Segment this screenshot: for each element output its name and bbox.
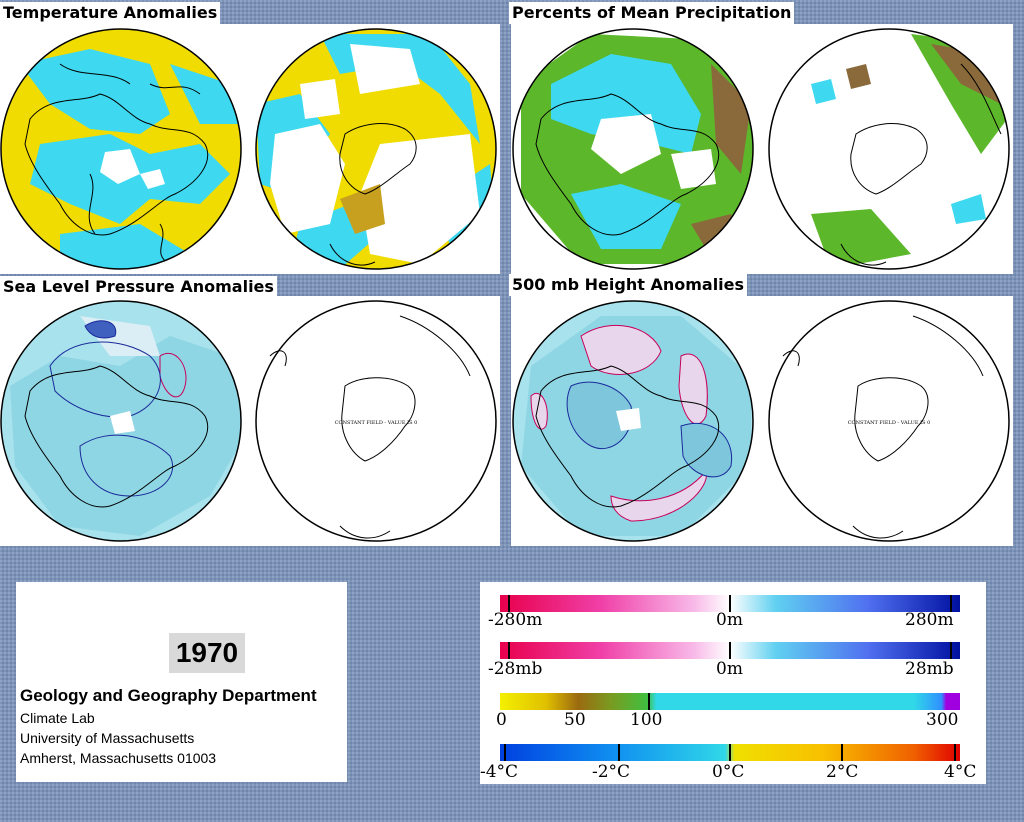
address-line-2: University of Massachusetts xyxy=(20,730,195,746)
slp-constant-field-note: CONSTANT FIELD - VALUE IS 0 xyxy=(335,420,418,426)
pressure-tick-mid xyxy=(729,642,731,659)
temp-south-map xyxy=(256,29,496,269)
precipitation-panel xyxy=(511,24,1013,274)
temp-legend-zero: 0°C xyxy=(712,762,745,782)
slp-title: Sea Level Pressure Anomalies xyxy=(0,276,277,298)
height-north-map xyxy=(513,301,753,541)
temp-tick-minus2 xyxy=(618,744,620,761)
temp-tick-minus4 xyxy=(504,744,506,761)
precip-north-map xyxy=(513,29,753,269)
temperature-panel xyxy=(0,24,500,274)
temp-legend-plus2: 2°C xyxy=(826,762,859,782)
precip-legend-300: 300 xyxy=(926,710,959,730)
info-box: 1970 Geology and Geography Department Cl… xyxy=(16,582,347,782)
pressure-tick-min xyxy=(508,642,510,659)
precip-south-map xyxy=(769,29,1009,269)
height-maps: CONSTANT FIELD - VALUE IS 0 xyxy=(512,300,1010,542)
pressure-legend-mid: 0m xyxy=(716,659,743,679)
year-badge: 1970 xyxy=(169,633,245,673)
precip-legend-0: 0 xyxy=(496,710,507,730)
temp-north-map xyxy=(1,29,241,269)
pressure-legend-bar xyxy=(500,642,960,659)
precip-legend-50: 50 xyxy=(564,710,586,730)
pressure-legend-min: -28mb xyxy=(488,659,543,679)
height-legend-min: -280m xyxy=(488,610,543,630)
temp-tick-plus2 xyxy=(841,744,843,761)
temperature-title: Temperature Anomalies xyxy=(0,2,221,24)
height-legend-bar xyxy=(500,595,960,612)
temp-tick-plus4 xyxy=(954,744,956,761)
height-constant-field-note: CONSTANT FIELD - VALUE IS 0 xyxy=(848,420,931,426)
temperature-maps xyxy=(0,28,497,270)
temp-legend-plus4: 4°C xyxy=(944,762,977,782)
height-tick-mid xyxy=(729,595,731,612)
address-line-3: Amherst, Massachusetts 01003 xyxy=(20,750,217,766)
height-tick-min xyxy=(508,595,510,612)
address-line-1: Climate Lab xyxy=(20,710,95,726)
height-500mb-panel: CONSTANT FIELD - VALUE IS 0 xyxy=(511,296,1013,546)
pressure-legend-max: 28mb xyxy=(905,659,954,679)
temp-tick-zero xyxy=(729,744,731,761)
sea-level-pressure-panel: CONSTANT FIELD - VALUE IS 0 xyxy=(0,296,500,546)
precipitation-title: Percents of Mean Precipitation xyxy=(509,2,795,24)
precip-tick-100 xyxy=(648,693,650,710)
height-legend-mid: 0m xyxy=(716,610,743,630)
height-tick-max xyxy=(950,595,952,612)
height-south-map: CONSTANT FIELD - VALUE IS 0 xyxy=(768,300,1010,542)
department-name: Geology and Geography Department xyxy=(20,686,317,705)
slp-maps: CONSTANT FIELD - VALUE IS 0 xyxy=(0,300,497,542)
precip-legend-100: 100 xyxy=(630,710,663,730)
legend-box: -280m 0m 280m -28mb 0m 28mb 0 50 100 300… xyxy=(480,582,986,784)
temp-legend-minus4: -4°C xyxy=(480,762,519,782)
height-title: 500 mb Height Anomalies xyxy=(509,274,748,296)
height-legend-max: 280m xyxy=(905,610,954,630)
slp-south-map: CONSTANT FIELD - VALUE IS 0 xyxy=(255,300,497,542)
temp-legend-bar xyxy=(500,744,960,761)
precipitation-maps xyxy=(512,28,1010,270)
temp-legend-minus2: -2°C xyxy=(592,762,631,782)
pressure-tick-max xyxy=(950,642,952,659)
precip-legend-bar xyxy=(500,693,960,710)
slp-north-map xyxy=(1,301,241,541)
